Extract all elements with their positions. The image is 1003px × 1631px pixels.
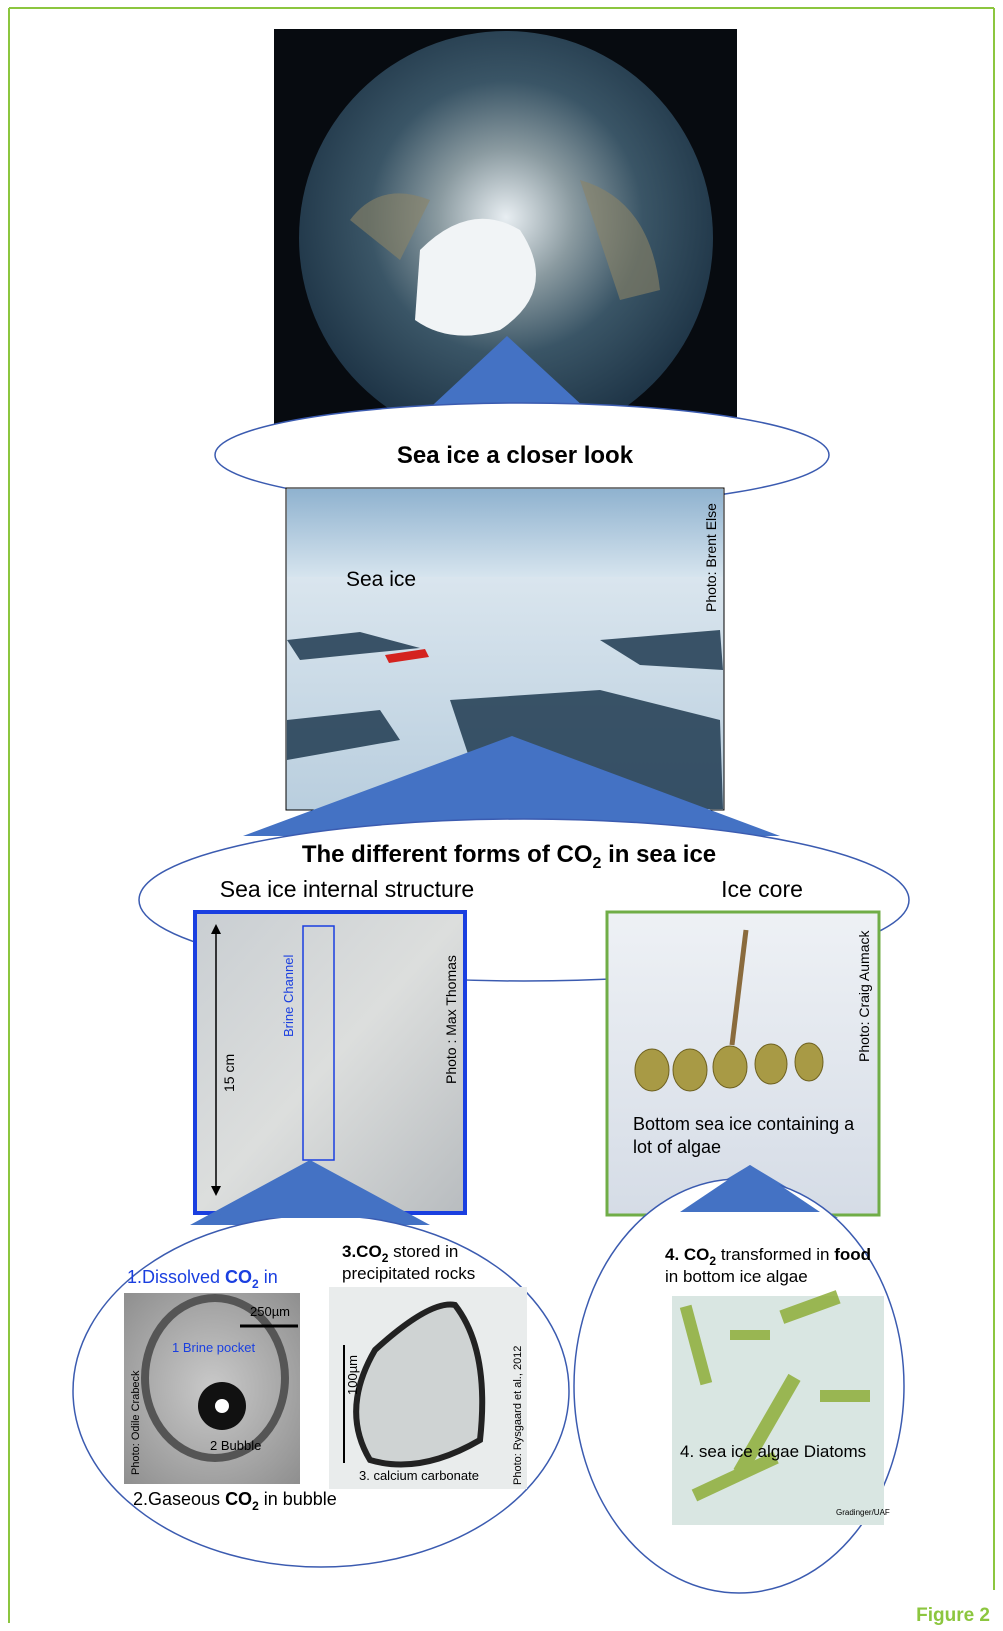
text-part: in bubble <box>259 1489 337 1509</box>
photo-label: Sea ice <box>346 568 416 591</box>
pointer <box>243 736 780 836</box>
text-part: CO <box>225 1489 252 1509</box>
subscript: 2 <box>709 1254 716 1268</box>
photo-credit: Photo: Odile Crabeck <box>130 1370 142 1475</box>
caption-line: lot of algae <box>633 1137 721 1157</box>
section-title: The different forms of CO2 in sea ice <box>302 841 716 872</box>
scale-label: 100µm <box>345 1355 360 1395</box>
text-part: stored in <box>388 1242 458 1261</box>
pointer <box>215 1160 405 1218</box>
caption-line: Bottom sea ice containing a <box>633 1114 855 1134</box>
photo-label: 1 Brine pocket <box>172 1340 255 1355</box>
heading: 3.CO2 stored in precipitated rocks <box>342 1242 475 1283</box>
text-part: in sea ice <box>601 841 716 868</box>
frame <box>8 7 995 1623</box>
text-part: CO <box>225 1267 252 1287</box>
heading: 1.Dissolved CO2 in <box>127 1267 278 1291</box>
text-part: 3.CO <box>342 1242 382 1261</box>
pointer <box>680 1165 820 1212</box>
channel-label: Brine Channel <box>281 955 296 1037</box>
heading: 4. CO2 transformed in food in bottom ice … <box>665 1245 871 1286</box>
photo-credit: Photo : Max Thomas <box>443 955 459 1084</box>
section-title: Sea ice a closer look <box>397 442 634 469</box>
text-part: precipitated rocks <box>342 1264 475 1283</box>
caption: 2.Gaseous CO2 in bubble <box>133 1489 337 1513</box>
photo-label: 3. calcium carbonate <box>359 1468 479 1483</box>
caption: Bottom sea ice containing a lot of algae <box>633 1114 855 1157</box>
core-photo <box>605 910 881 1217</box>
scale-label: 15 cm <box>221 1054 237 1092</box>
subscript: 2 <box>382 1251 389 1265</box>
photo-credit: Photo: Craig Aumack <box>856 929 872 1062</box>
photo-label: 4. sea ice algae Diatoms <box>680 1442 866 1461</box>
text-part: The different forms of CO <box>302 841 593 868</box>
photo-label: 2 Bubble <box>210 1438 261 1453</box>
globe-photo <box>274 29 737 447</box>
heading: Ice core <box>721 876 803 902</box>
text-part: 4. CO <box>665 1245 709 1264</box>
subscript: 2 <box>252 1277 259 1291</box>
text-part: 2.Gaseous <box>133 1489 225 1509</box>
text-part: in bottom ice algae <box>665 1267 808 1286</box>
internal-photo <box>193 910 467 1215</box>
subscript: 2 <box>593 855 602 872</box>
photo-credit: Photo: Brent Else <box>703 503 719 612</box>
brine-photo <box>124 1293 300 1484</box>
photo-credit: Photo: Rysgaard et al., 2012 <box>512 1346 524 1485</box>
algae-photo <box>672 1290 884 1525</box>
sea-ice-photo <box>285 487 725 811</box>
text-part: transformed in <box>716 1245 834 1264</box>
text-part: 1.Dissolved <box>127 1267 225 1287</box>
figure-label: Figure 2 <box>916 1605 990 1626</box>
carbonate-photo <box>329 1287 527 1489</box>
photo-credit: Gradinger/UAF <box>836 1508 890 1517</box>
heading: Sea ice internal structure <box>220 876 474 902</box>
subscript: 2 <box>252 1499 259 1513</box>
text-part: in <box>259 1267 278 1287</box>
text-part: food <box>834 1245 871 1264</box>
scale-label: 250µm <box>250 1304 290 1319</box>
